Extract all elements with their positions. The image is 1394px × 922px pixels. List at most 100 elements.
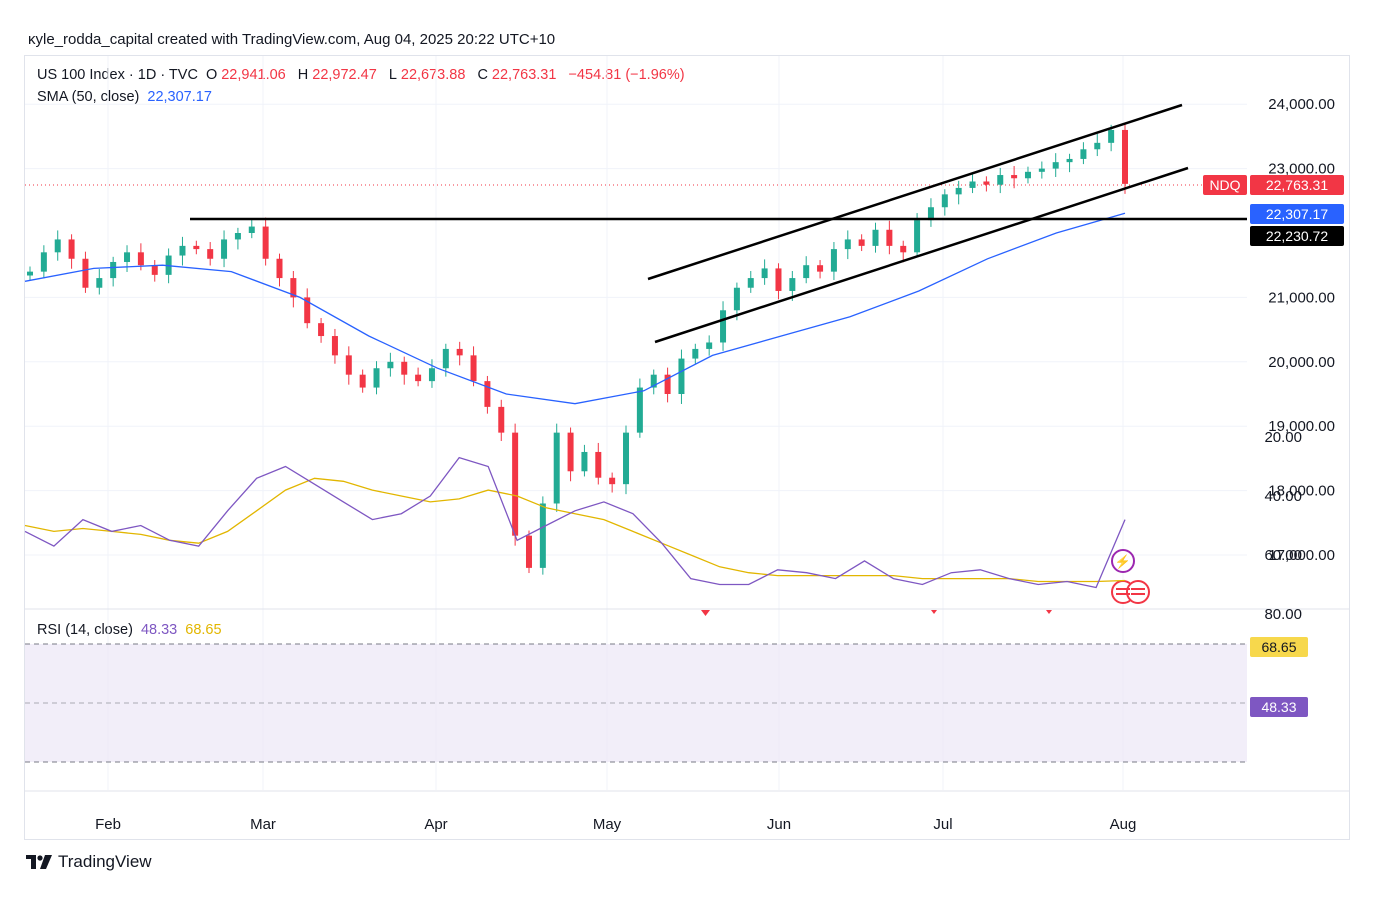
candle xyxy=(678,349,685,404)
time-tick-label: Apr xyxy=(424,816,447,833)
candle xyxy=(720,301,727,351)
tradingview-icon xyxy=(26,855,52,869)
candle xyxy=(318,318,325,343)
candle xyxy=(775,263,782,300)
candle xyxy=(927,198,934,227)
candle xyxy=(1080,142,1087,165)
candle xyxy=(96,269,103,295)
candle xyxy=(761,259,768,285)
ndq-badge-label: NDQ xyxy=(1209,177,1240,193)
candle xyxy=(456,341,463,366)
candle xyxy=(359,369,366,393)
candle xyxy=(40,245,47,279)
candle xyxy=(955,180,962,205)
candle xyxy=(1024,166,1031,184)
candle xyxy=(914,213,921,258)
event-icons[interactable]: ⚡ xyxy=(1111,549,1150,604)
rsi-legend[interactable]: RSI (14, close) 48.33 68.65 xyxy=(37,622,226,638)
price-legend: US 100 Index · 1D · TVC O 22,941.06 H 22,9… xyxy=(37,67,689,83)
sma-badge: 22,307.17 xyxy=(1250,204,1344,224)
price-tick-label: 20,000.00 xyxy=(1268,354,1335,371)
candle xyxy=(110,256,117,287)
tradingview-logo[interactable]: TradingView xyxy=(26,852,152,872)
candle xyxy=(830,242,837,281)
candle xyxy=(387,352,394,377)
time-tick-label: Jul xyxy=(933,816,952,833)
candle xyxy=(401,356,408,385)
price-axis[interactable]: 17,000.00 18,000.00 19,000.00 20,000.00 21,0… xyxy=(1268,96,1335,564)
symbol-label[interactable]: US 100 Index · 1D · TVC xyxy=(37,67,198,83)
us-flag-event-icon-2[interactable] xyxy=(1126,580,1150,604)
price-tick-label: 23,000.00 xyxy=(1268,161,1335,178)
candle xyxy=(151,260,158,282)
candle xyxy=(567,427,574,482)
dividend-markers xyxy=(701,610,1052,616)
candle xyxy=(983,176,990,192)
candle xyxy=(858,234,865,252)
level-badge-value: 22,230.72 xyxy=(1266,228,1328,244)
candle xyxy=(817,260,824,279)
candle xyxy=(692,343,699,364)
candle xyxy=(290,270,297,308)
candle xyxy=(124,245,131,272)
chart-panel[interactable] xyxy=(24,55,1350,840)
candle xyxy=(68,234,75,269)
candle xyxy=(872,222,879,253)
candle xyxy=(193,240,200,255)
candle xyxy=(207,242,214,266)
level-badge: 22,230.72 xyxy=(1250,226,1344,246)
down-marker-icon xyxy=(701,610,710,616)
candle xyxy=(525,530,532,574)
lightning-event-icon[interactable] xyxy=(1111,549,1135,573)
rsi-label: RSI (14, close) xyxy=(37,622,133,638)
candle xyxy=(179,236,186,266)
sma-value: 22,307.17 xyxy=(147,89,212,105)
time-axis[interactable]: Feb Mar Apr May Jun Jul Aug xyxy=(95,816,1136,833)
candle xyxy=(706,335,713,356)
candle xyxy=(1066,153,1073,173)
candle xyxy=(331,328,338,364)
candle xyxy=(623,425,630,495)
rsi-tick-label: 80.00 xyxy=(1264,606,1302,623)
ndq-badge: NDQ 22,763.31 xyxy=(1203,175,1344,195)
candle xyxy=(941,189,948,216)
rsi-tick-label: 20.00 xyxy=(1264,429,1302,446)
price-tick-label: 18,000.00 xyxy=(1268,483,1335,500)
flag-stripe xyxy=(1116,593,1130,595)
sma-legend[interactable]: SMA (50, close) 22,307.17 xyxy=(37,89,216,105)
candle xyxy=(886,220,893,255)
candle xyxy=(54,230,61,261)
candle xyxy=(345,346,352,385)
candle xyxy=(1038,161,1045,179)
rsi-badge-value: 48.33 xyxy=(1261,699,1296,715)
rsi-ma-value: 68.65 xyxy=(185,622,222,638)
rsi-axis[interactable]: 20.00 40.00 60.00 80.00 xyxy=(1264,429,1302,623)
sma-badge-value: 22,307.17 xyxy=(1266,206,1328,222)
channel-lower-line[interactable] xyxy=(654,166,1189,344)
rsi-ma-badge-value: 68.65 xyxy=(1261,639,1296,655)
low-label: L 22,673.88 xyxy=(388,67,466,83)
candle xyxy=(844,230,851,260)
candle xyxy=(221,230,228,268)
candle xyxy=(609,472,616,493)
ndq-badge-value: 22,763.31 xyxy=(1266,177,1328,193)
candle xyxy=(428,359,435,388)
candle xyxy=(27,266,33,281)
time-tick-label: Jun xyxy=(767,816,791,833)
candle xyxy=(498,399,505,442)
close-label: C 22,763.31 xyxy=(477,67,557,83)
channel-upper-line[interactable] xyxy=(647,103,1183,281)
candle xyxy=(553,423,560,512)
candle xyxy=(82,251,89,293)
candle xyxy=(262,217,269,266)
candle xyxy=(373,361,380,395)
candle xyxy=(969,172,976,194)
rsi-badge: 48.33 xyxy=(1250,697,1308,717)
price-tick-label: 19,000.00 xyxy=(1268,418,1335,435)
candle xyxy=(1122,122,1128,194)
down-marker-icon xyxy=(1046,610,1052,614)
flag-stripe xyxy=(1131,588,1145,590)
price-tick-label: 17,000.00 xyxy=(1268,547,1335,564)
candle xyxy=(1052,153,1059,177)
